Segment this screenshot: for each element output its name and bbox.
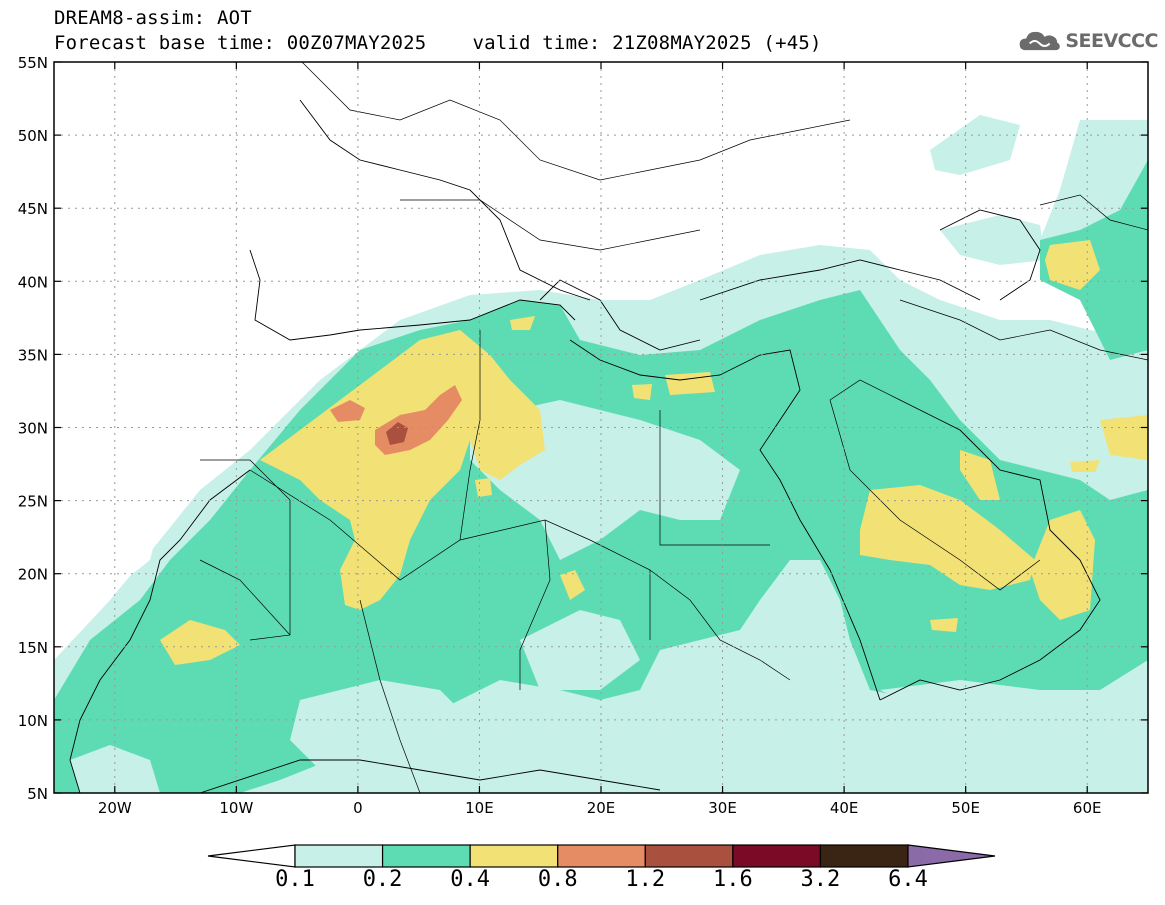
lat-label: 35N <box>18 346 48 364</box>
lat-label: 5N <box>27 785 48 803</box>
colorbar-segment <box>732 844 822 868</box>
time-info: Forecast base time: 00Z07MAY2025 valid ti… <box>54 33 822 53</box>
lon-label: 20E <box>587 799 616 817</box>
lat-label: 10N <box>18 712 48 730</box>
colorbar-label: 1.2 <box>625 867 666 892</box>
valid-time: valid time: 21Z08MAY2025 (+45) <box>472 32 822 54</box>
colorbar-segment <box>557 844 646 868</box>
lon-label: 10E <box>465 799 494 817</box>
lat-label: 40N <box>18 273 48 291</box>
lon-label: 20W <box>98 799 132 817</box>
lat-label: 55N <box>18 54 48 72</box>
colorbar-max-arrow <box>907 844 996 868</box>
colorbar-label: 0.4 <box>450 867 491 892</box>
lon-label: 60E <box>1073 799 1102 817</box>
colorbar-label: 0.1 <box>275 867 315 892</box>
logo-text: SEEVCCC <box>1065 30 1158 52</box>
lat-label: 50N <box>18 127 48 145</box>
grid-lines <box>54 62 1148 793</box>
colorbar-segment <box>381 844 471 868</box>
lat-label: 15N <box>18 639 48 657</box>
latitude-axis: 55N 50N 45N 40N 35N 30N 25N 20N 15N 10N 5N <box>18 54 1148 803</box>
cloud-icon <box>1019 31 1060 51</box>
lat-label: 20N <box>18 566 48 584</box>
map-title: DREAM8-assim: AOT <box>54 7 252 29</box>
lat-label: 30N <box>18 420 48 438</box>
colorbar-segment <box>644 844 734 868</box>
lon-label: 0 <box>353 799 363 817</box>
seevccc-logo: SEEVCCC <box>1018 24 1158 58</box>
lon-label: 10W <box>219 799 253 817</box>
colorbar-label: 3.2 <box>800 867 841 892</box>
lon-label: 30E <box>708 799 737 817</box>
coastlines <box>69 99 1101 793</box>
colorbar-label: 6.4 <box>888 867 928 892</box>
colorbar-label: 0.2 <box>362 867 403 892</box>
country-borders <box>199 62 1148 793</box>
lon-label: 50E <box>951 799 980 817</box>
longitude-axis: 20W 10W 0 10E 20E 30E 40E 50E 60E <box>98 62 1102 817</box>
lat-label: 25N <box>18 493 48 511</box>
colorbar-segment <box>469 844 559 868</box>
colorbar-min-arrow <box>207 844 296 868</box>
lat-label: 45N <box>18 200 48 218</box>
colorbar-segment <box>294 844 384 868</box>
base-time: Forecast base time: 00Z07MAY2025 <box>54 32 427 54</box>
colorbar-label: 0.8 <box>537 867 578 892</box>
contour-level-3 <box>160 240 1148 665</box>
colorbar-label: 1.6 <box>712 867 753 892</box>
colorbar <box>207 844 996 868</box>
lon-label: 40E <box>830 799 859 817</box>
colorbar-segment <box>819 844 909 868</box>
